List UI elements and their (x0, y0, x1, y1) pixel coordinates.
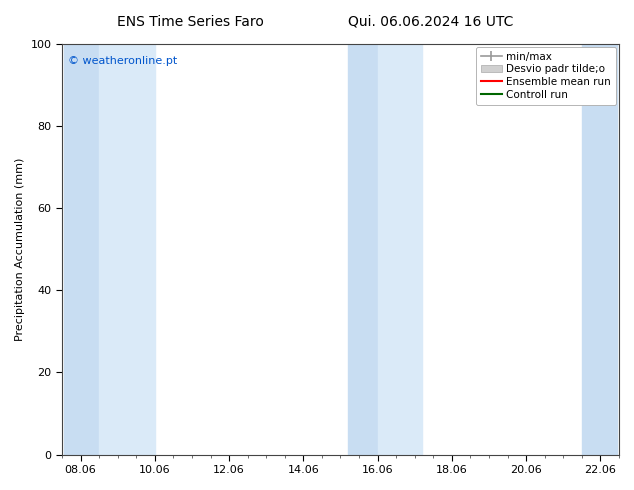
Bar (378, 44, 422, 455)
Bar (64, 44, 99, 455)
Bar (348, 44, 378, 455)
Text: © weatheronline.pt: © weatheronline.pt (68, 56, 177, 66)
Bar (582, 44, 617, 455)
Bar (99, 44, 155, 455)
Text: ENS Time Series Faro: ENS Time Series Faro (117, 15, 264, 29)
Text: Qui. 06.06.2024 16 UTC: Qui. 06.06.2024 16 UTC (349, 15, 514, 29)
Legend: min/max, Desvio padr tilde;o, Ensemble mean run, Controll run: min/max, Desvio padr tilde;o, Ensemble m… (476, 47, 616, 105)
Y-axis label: Precipitation Accumulation (mm): Precipitation Accumulation (mm) (15, 157, 25, 341)
